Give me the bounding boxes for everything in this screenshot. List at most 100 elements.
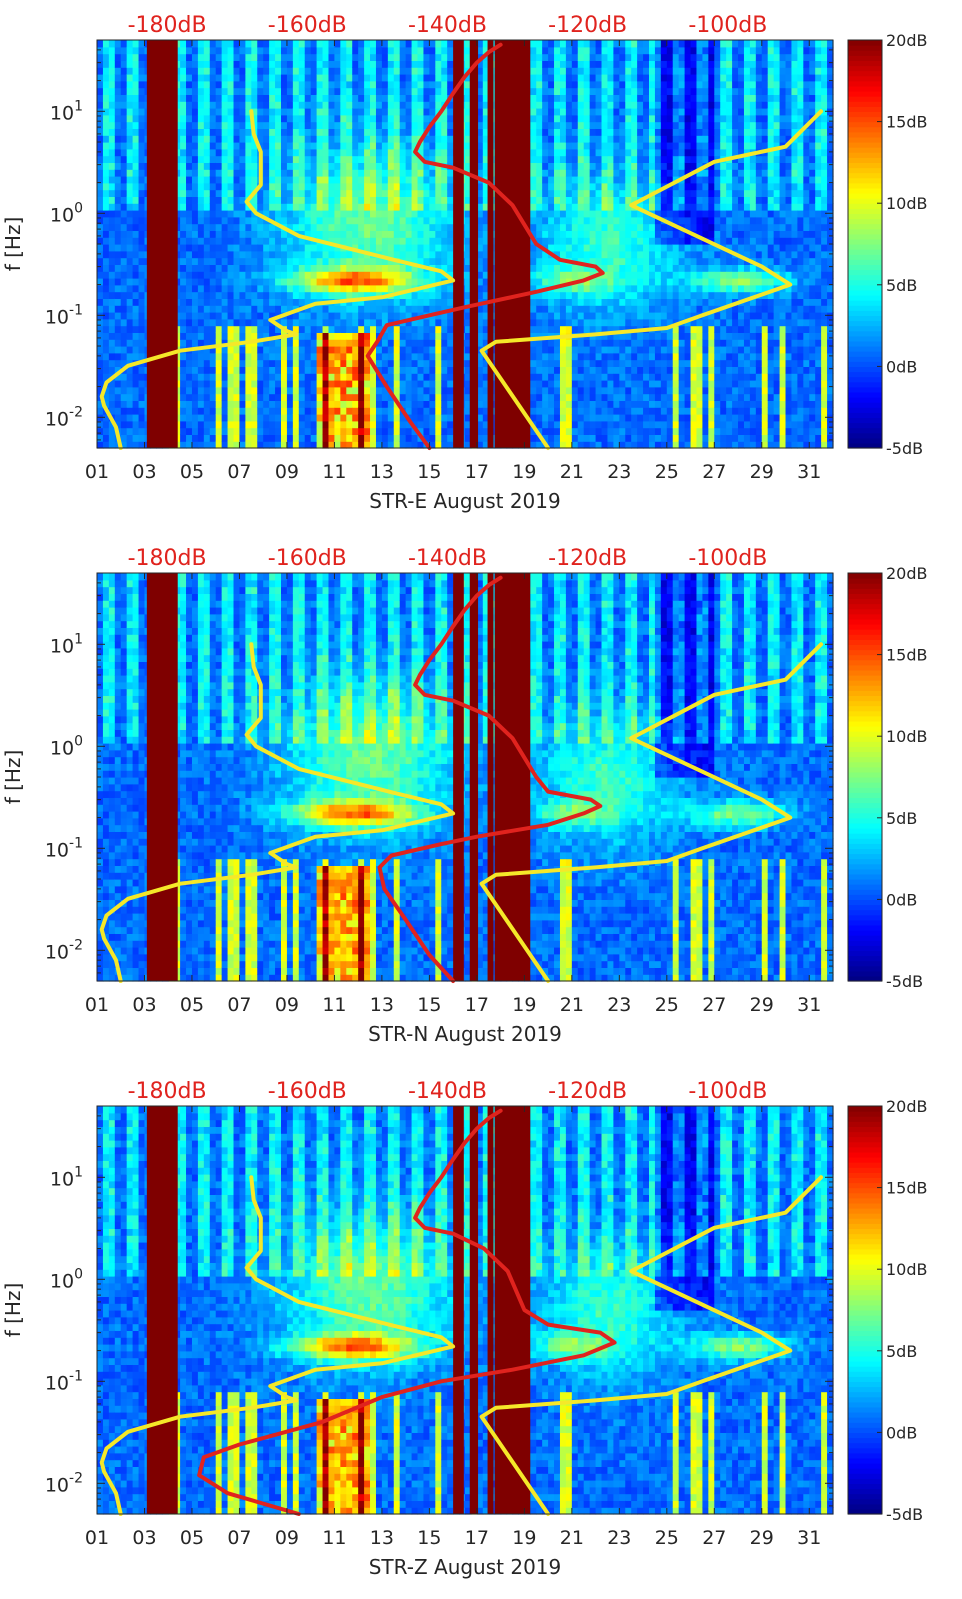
x-tick-label: 17 bbox=[465, 461, 489, 483]
red-curve-2 bbox=[377, 575, 603, 983]
colorbar: 20dB 15dB 10dB 5dB 0dB -5dB bbox=[847, 1097, 928, 1524]
x-tick-label: 31 bbox=[797, 461, 821, 483]
x-tick-label: 23 bbox=[607, 1527, 631, 1549]
x-axis-label: STR-Z August 2019 bbox=[369, 1555, 562, 1579]
x-tick-label: 13 bbox=[370, 994, 394, 1016]
top-db-label: -160dB bbox=[268, 1079, 347, 1104]
x-tick-label: 19 bbox=[512, 994, 536, 1016]
x-tick-label: 19 bbox=[512, 461, 536, 483]
x-tick-label: 25 bbox=[655, 461, 679, 483]
x-tick-label: 09 bbox=[275, 994, 299, 1016]
x-axis-label: STR-E August 2019 bbox=[369, 489, 560, 513]
x-tick-label: 17 bbox=[465, 1527, 489, 1549]
saturated-band bbox=[469, 1106, 479, 1514]
top-db-label: -140dB bbox=[408, 1079, 487, 1104]
x-tick-label: 21 bbox=[560, 1527, 584, 1549]
saturated-band bbox=[146, 1106, 178, 1514]
x-tick-label: 15 bbox=[417, 1527, 441, 1549]
x-tick-label: 27 bbox=[702, 994, 726, 1016]
x-tick-label: 05 bbox=[180, 461, 204, 483]
top-db-label: -160dB bbox=[268, 13, 347, 38]
chart-svg: 01 03 05 07 09 11 13 15 17 19 21 23 25 27 29 31 10-2 10-1… bbox=[1, 1079, 928, 1579]
spectrogram-heatmap bbox=[97, 40, 834, 449]
x-tick-label: 09 bbox=[275, 1527, 299, 1549]
x-tick-label: 27 bbox=[702, 1527, 726, 1549]
y-tick-label: 100 bbox=[50, 1266, 83, 1292]
y-tick-label: 100 bbox=[50, 200, 83, 226]
yellow-curve-0 bbox=[99, 109, 456, 450]
top-db-label: -140dB bbox=[408, 13, 487, 38]
x-tick-label: 31 bbox=[797, 1527, 821, 1549]
saturated-band bbox=[487, 40, 494, 448]
colorbar-label: 20dB bbox=[886, 564, 928, 583]
yellow-curve-1 bbox=[479, 642, 824, 983]
saturated-band bbox=[469, 573, 479, 981]
x-tick-label: 07 bbox=[227, 994, 251, 1016]
x-tick-label: 11 bbox=[322, 1527, 346, 1549]
spectrogram-heatmap bbox=[97, 1106, 834, 1515]
chart-svg: 01 03 05 07 09 11 13 15 17 19 21 23 25 27 29 31 10-2 10-1… bbox=[1, 13, 928, 513]
colorbar-frame bbox=[847, 39, 883, 449]
saturated-band bbox=[453, 40, 464, 448]
x-tick-label: 11 bbox=[322, 994, 346, 1016]
top-db-label: -140dB bbox=[408, 546, 487, 571]
saturated-band bbox=[453, 573, 464, 981]
saturated-band bbox=[146, 573, 178, 981]
spectrogram-panel-z: 01 03 05 07 09 11 13 15 17 19 21 23 25 27 29 31 10-2 10-1… bbox=[0, 1066, 962, 1599]
colorbar-label: 15dB bbox=[886, 646, 928, 665]
colorbar-label: -5dB bbox=[886, 439, 923, 458]
x-tick-label: 19 bbox=[512, 1527, 536, 1549]
yellow-curve-0 bbox=[99, 642, 456, 983]
chart-svg: 01 03 05 07 09 11 13 15 17 19 21 23 25 27 29 31 10-2 10-1… bbox=[1, 546, 928, 1046]
yellow-curve-0 bbox=[99, 1175, 456, 1516]
saturated-band bbox=[487, 1106, 494, 1514]
spectrogram-heatmap bbox=[97, 573, 834, 982]
top-db-label: -100dB bbox=[688, 13, 767, 38]
saturated-band bbox=[494, 573, 531, 981]
saturated-band bbox=[487, 573, 494, 981]
x-tick-label: 07 bbox=[227, 1527, 251, 1549]
red-curve-2 bbox=[197, 1108, 617, 1516]
colorbar-frame bbox=[847, 1105, 883, 1515]
x-tick-label: 03 bbox=[132, 461, 156, 483]
x-tick-label: 05 bbox=[180, 994, 204, 1016]
colorbar-label: -5dB bbox=[886, 972, 923, 991]
x-tick-label: 15 bbox=[417, 994, 441, 1016]
colorbar-label: 0dB bbox=[886, 890, 917, 909]
x-tick-label: 15 bbox=[417, 461, 441, 483]
top-db-label: -100dB bbox=[688, 546, 767, 571]
y-tick-label: 100 bbox=[50, 733, 83, 759]
colorbar-label: -5dB bbox=[886, 1505, 923, 1524]
x-tick-label: 21 bbox=[560, 461, 584, 483]
saturated-band bbox=[494, 40, 531, 448]
red-curve-2 bbox=[365, 42, 605, 450]
x-tick-label: 17 bbox=[465, 994, 489, 1016]
colorbar-label: 20dB bbox=[886, 1097, 928, 1116]
x-tick-label: 29 bbox=[750, 461, 774, 483]
x-tick-label: 13 bbox=[370, 461, 394, 483]
y-axis-label: f [Hz] bbox=[1, 1283, 25, 1338]
x-tick-label: 23 bbox=[607, 994, 631, 1016]
y-tick-label: 10-2 bbox=[45, 937, 83, 963]
colorbar-label: 5dB bbox=[886, 276, 917, 295]
colorbar-label: 15dB bbox=[886, 1179, 928, 1198]
y-tick-label: 10-1 bbox=[45, 1368, 83, 1394]
y-tick-label: 10-1 bbox=[45, 302, 83, 328]
x-axis-label: STR-N August 2019 bbox=[368, 1022, 562, 1046]
y-tick-label: 101 bbox=[50, 1164, 83, 1190]
y-tick-label: 10-2 bbox=[45, 404, 83, 430]
y-tick-label: 101 bbox=[50, 98, 83, 124]
y-tick-label: 101 bbox=[50, 631, 83, 657]
x-tick-label: 07 bbox=[227, 461, 251, 483]
x-tick-label: 31 bbox=[797, 994, 821, 1016]
top-db-label: -180dB bbox=[128, 546, 207, 571]
spectrogram-panel-n: 01 03 05 07 09 11 13 15 17 19 21 23 25 27 29 31 10-2 10-1… bbox=[0, 533, 962, 1066]
colorbar: 20dB 15dB 10dB 5dB 0dB -5dB bbox=[847, 31, 928, 458]
x-tick-label: 25 bbox=[655, 1527, 679, 1549]
colorbar-frame bbox=[847, 572, 883, 982]
saturated-band bbox=[453, 1106, 464, 1514]
colorbar-label: 20dB bbox=[886, 31, 928, 50]
top-db-label: -120dB bbox=[548, 546, 627, 571]
colorbar-label: 0dB bbox=[886, 357, 917, 376]
colorbar-label: 10dB bbox=[886, 194, 928, 213]
